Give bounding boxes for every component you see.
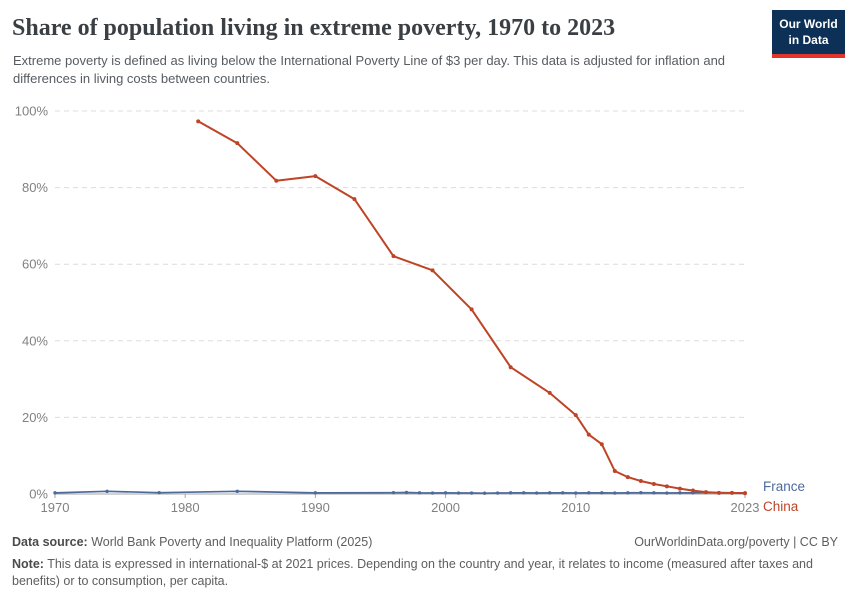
series-point-france-2017 [665,491,669,495]
y-tick-label-80: 80% [22,180,48,195]
chart-subtitle: Extreme poverty is defined as living bel… [13,53,726,87]
series-point-france-2005 [508,491,513,495]
note-label: Note: [12,557,44,571]
line-chart-svg: 0% 20% 40% 60% 80% 100% 1970 1980 1990 2000 2010 20… [15,104,805,516]
series-point-china-1984 [235,141,240,146]
x-tick-label-1990: 1990 [301,500,330,515]
series-point-china-2020 [703,490,708,495]
series-point-france-1990 [313,491,318,495]
series-point-france-2016 [652,491,656,495]
y-tick-label-100: 100% [15,104,49,119]
x-tick-label-2010: 2010 [561,500,590,515]
series-point-france-2010 [574,491,578,495]
note-text: This data is expressed in international-… [12,557,813,588]
data-source-value: World Bank Poverty and Inequality Platfo… [91,535,373,549]
page-title: Share of population living in extreme po… [12,15,616,41]
series-point-france-1974 [105,489,109,494]
series-point-france-1998 [417,491,422,495]
y-tick-label-60: 60% [22,257,48,272]
series-point-france-2018 [678,491,682,495]
x-tick-label-2000: 2000 [431,500,460,515]
y-tick-label-40: 40% [22,333,48,348]
series-label-france: France [763,479,805,494]
series-point-france-2011 [587,491,591,495]
series-point-china-2017 [664,484,669,489]
series-point-france-1978 [157,490,161,495]
owid-logo-line1: Our World [779,17,838,31]
series-point-china-1996 [391,254,396,259]
series-point-china-2016 [651,482,656,487]
series-point-france-2013 [613,491,617,495]
footer-source-row: Data source: World Bank Poverty and Ineq… [12,535,838,549]
series-point-france-2014 [626,491,630,495]
attribution-link[interactable]: OurWorldinData.org/poverty | CC BY [634,535,838,549]
owid-logo-red-bar [772,54,845,59]
series-point-china-1993 [352,197,357,202]
series-line-china [197,120,746,495]
series-point-france-1997 [404,490,409,495]
series-point-china-2012 [599,442,604,447]
series-point-china-2015 [638,478,643,483]
series-point-china-2021 [716,490,721,495]
series-point-china-1990 [313,174,318,179]
x-tick-label-2023: 2023 [731,500,760,515]
series-point-china-2023 [743,491,747,496]
series-point-france-2007 [534,491,539,495]
series-point-china-2005 [508,365,513,370]
series-point-france-2009 [561,491,565,495]
series-point-france-2015 [639,490,643,495]
series-point-china-2014 [625,475,630,480]
owid-logo[interactable]: Our World in Data [772,10,845,59]
series-point-china-2011 [586,432,591,437]
series-point-china-1999 [430,268,435,273]
owid-logo-box: Our World in Data [772,10,845,55]
y-tick-label-20: 20% [22,410,48,425]
series-point-france-2012 [600,491,604,495]
x-tick-label-1970: 1970 [41,500,70,515]
series-point-china-2019 [690,488,695,493]
series-point-france-1984 [235,489,239,494]
series-point-china-2022 [729,490,734,495]
series-point-france-2003 [482,491,487,495]
series-point-china-2002 [469,307,474,312]
series-point-france-2001 [456,491,461,495]
y-tick-label-0: 0% [29,487,48,502]
series-point-china-2013 [612,469,617,474]
series-point-france-2000 [443,491,448,495]
series-point-france-2006 [521,491,526,495]
data-source-label: Data source: [12,535,88,549]
x-tick-label-1980: 1980 [171,500,200,515]
footer-note: Note: This data is expressed in internat… [12,556,834,590]
series-point-china-1987 [274,178,279,183]
data-source-text: Data source: World Bank Poverty and Ineq… [12,535,372,549]
series-point-france-1999 [430,491,435,495]
series-point-china-2018 [677,486,682,491]
series-point-france-1996 [391,490,396,495]
series-point-france-2004 [495,491,500,495]
series-point-france-2008 [548,491,552,495]
series-point-china-2008 [547,390,552,395]
owid-logo-line2: in Data [788,32,829,47]
series-point-china-2010 [573,413,578,418]
series-point-france-1970 [53,491,57,495]
series-point-china-1981 [196,119,201,124]
series-point-france-2002 [469,491,474,495]
series-label-china: China [763,499,799,514]
